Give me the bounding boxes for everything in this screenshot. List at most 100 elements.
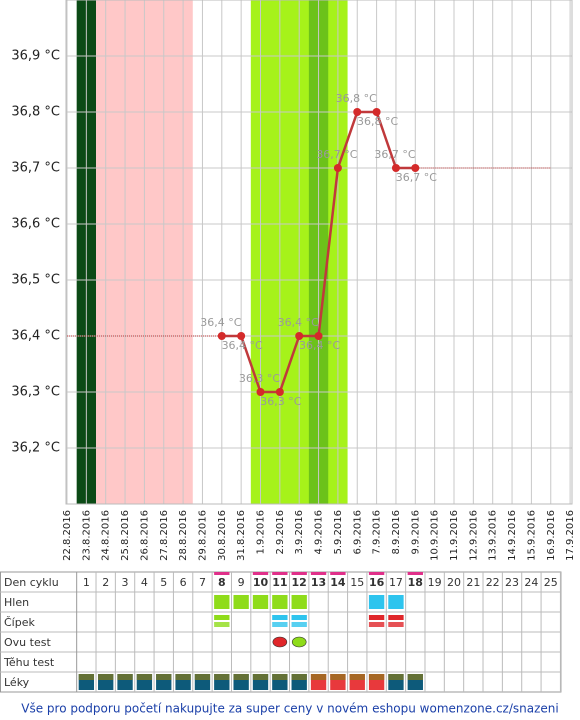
x-tick-label: 16.9.2016 — [546, 510, 557, 561]
temperature-point — [391, 164, 400, 172]
highlight-bar — [252, 572, 269, 575]
cell-icon — [291, 622, 307, 627]
temperature-point — [314, 332, 323, 340]
row-label: Ovu test — [4, 636, 51, 649]
x-tick-label: 14.9.2016 — [507, 510, 518, 561]
x-tick-label: 26.8.2016 — [139, 510, 150, 561]
temperature-point — [275, 388, 284, 396]
cell-icon — [349, 674, 365, 680]
temperature-point — [237, 332, 246, 340]
cell-icon — [368, 674, 385, 680]
cell-icon — [368, 615, 385, 620]
day-number: 14 — [330, 576, 346, 589]
x-tick-label: 13.9.2016 — [488, 510, 499, 561]
cell-icon — [252, 674, 269, 680]
row-label: Čípek — [4, 616, 35, 629]
highlight-bar — [214, 572, 230, 575]
cell-icon — [175, 674, 191, 680]
day-number: 5 — [160, 576, 167, 589]
temperature-point — [295, 332, 304, 340]
cell-icon — [388, 622, 404, 627]
value-label: 36,7 °C — [396, 171, 437, 184]
temperature-point — [411, 164, 420, 172]
day-number: 25 — [544, 576, 558, 589]
y-tick-label: 36,7 °C — [11, 161, 60, 176]
x-tick-label: 8.9.2016 — [391, 510, 402, 555]
x-tick-label: 17.9.2016 — [565, 510, 576, 561]
cell-icon — [233, 674, 249, 680]
y-tick-label: 36,3 °C — [11, 385, 60, 400]
x-tick-label: 4.9.2016 — [314, 510, 325, 555]
cell-icon — [214, 674, 230, 680]
value-label: 36,8 °C — [357, 115, 398, 128]
day-number: 12 — [292, 576, 307, 589]
highlight-bar — [407, 572, 423, 575]
x-tick-label: 22.8.2016 — [62, 510, 73, 561]
cell-icon — [368, 622, 385, 627]
cell-icon — [291, 674, 307, 680]
value-label: 36,4 °C — [299, 339, 340, 352]
cell-icon — [136, 674, 153, 680]
day-number: 19 — [428, 576, 442, 589]
day-number: 23 — [505, 576, 519, 589]
day-number: 2 — [102, 576, 109, 589]
row-label: Hlen — [4, 596, 29, 609]
temperature-point — [333, 164, 342, 172]
day-number: 16 — [369, 576, 385, 589]
x-tick-label: 27.8.2016 — [159, 510, 170, 561]
cell-icon — [194, 674, 211, 680]
row-label: Léky — [4, 676, 30, 689]
cell-icon — [214, 595, 230, 609]
day-number: 1 — [83, 576, 90, 589]
day-number: 20 — [447, 576, 461, 589]
cell-icon — [117, 674, 133, 680]
x-tick-label: 23.8.2016 — [81, 510, 92, 561]
x-tick-label: 2.9.2016 — [275, 510, 286, 555]
day-number: 9 — [238, 576, 245, 589]
day-number: 24 — [524, 576, 538, 589]
cell-icon — [233, 595, 249, 609]
value-label: 36,7 °C — [316, 148, 357, 161]
day-number: 17 — [389, 576, 403, 589]
cell-icon — [368, 595, 385, 609]
value-label: 36,4 °C — [200, 316, 241, 329]
cell-icon — [272, 674, 288, 680]
day-number: 6 — [180, 576, 187, 589]
day-number: 22 — [486, 576, 500, 589]
highlight-bar — [272, 572, 288, 575]
y-tick-label: 36,5 °C — [11, 273, 60, 288]
x-tick-label: 11.9.2016 — [449, 510, 460, 561]
cell-icon — [310, 674, 327, 680]
cell-icon — [272, 615, 288, 620]
temperature-point — [372, 108, 381, 116]
highlight-bar — [368, 572, 385, 575]
temperature-point — [256, 388, 265, 396]
y-tick-label: 36,8 °C — [11, 105, 60, 120]
cell-icon — [78, 674, 95, 680]
x-tick-label: 24.8.2016 — [101, 510, 112, 561]
day-number: 7 — [199, 576, 206, 589]
highlight-bar — [291, 572, 307, 575]
y-tick-label: 36,9 °C — [11, 49, 60, 64]
x-tick-label: 10.9.2016 — [430, 510, 441, 561]
y-tick-label: 36,6 °C — [11, 217, 60, 232]
highlight-bar — [330, 572, 346, 575]
footer-link[interactable]: Vše pro podporu početí nakupujte za supe… — [21, 702, 558, 716]
temperature-point — [353, 108, 362, 116]
day-number: 11 — [272, 576, 287, 589]
ovu-icon — [291, 636, 307, 648]
cell-icon — [98, 674, 114, 680]
x-tick-label: 1.9.2016 — [256, 510, 267, 555]
day-number: 21 — [466, 576, 480, 589]
ovu-icon — [272, 636, 288, 648]
value-label: 36,7 °C — [374, 148, 415, 161]
cell-icon — [291, 615, 307, 620]
cell-icon — [330, 674, 346, 680]
day-number: 18 — [408, 576, 423, 589]
row-label: Den cyklu — [4, 576, 59, 589]
x-tick-label: 31.8.2016 — [236, 510, 247, 561]
day-number: 15 — [350, 576, 364, 589]
day-number: 4 — [141, 576, 148, 589]
value-label: 36,8 °C — [336, 92, 377, 105]
